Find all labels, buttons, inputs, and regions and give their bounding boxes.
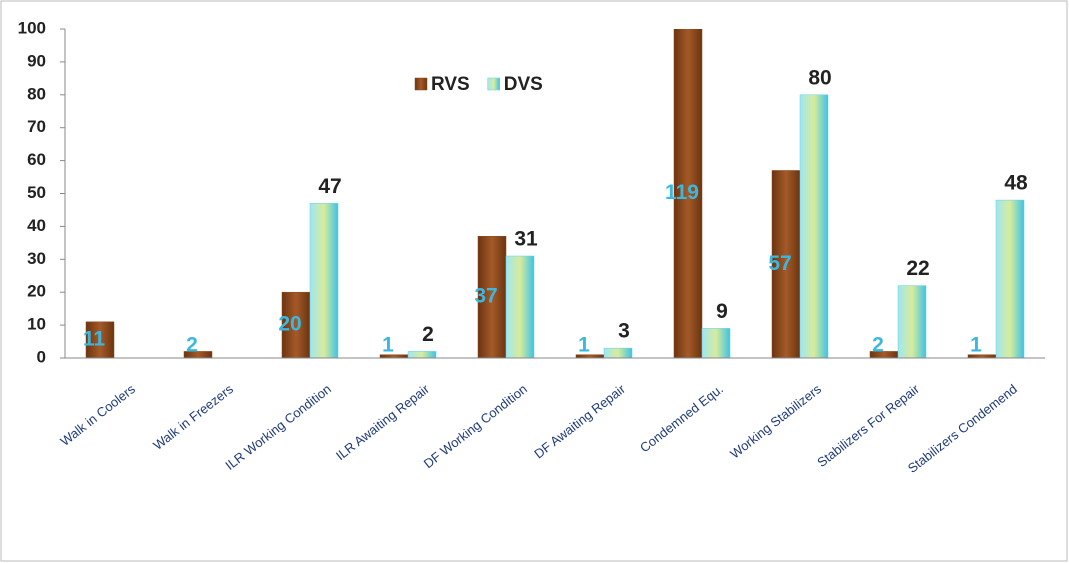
data-label: 80	[808, 66, 831, 89]
y-tick-label: 100	[18, 18, 46, 37]
data-label: 47	[318, 175, 341, 198]
x-tick-label: Stabilizers Condemend	[905, 381, 1020, 476]
data-label: 3	[618, 320, 630, 343]
data-label: 1	[382, 334, 394, 357]
data-label: 37	[474, 285, 497, 308]
x-tick-label: Condemned Equ.	[637, 381, 726, 455]
bar	[407, 351, 437, 359]
data-label: 20	[278, 313, 301, 336]
y-tick-label: 80	[27, 84, 46, 103]
bar	[995, 199, 1025, 359]
legend-swatch	[487, 77, 500, 91]
x-tick-label: ILR Awaiting Repair	[333, 381, 433, 463]
bar	[701, 328, 731, 359]
x-tick-label: ILR Working Condition	[222, 381, 334, 473]
y-tick-label: 60	[27, 150, 46, 169]
bar	[897, 285, 927, 359]
y-tick-label: 70	[27, 117, 46, 136]
y-tick-label: 90	[27, 51, 46, 70]
y-tick-label: 50	[27, 183, 46, 202]
y-tick-label: 20	[27, 282, 46, 301]
y-tick-label: 30	[27, 249, 46, 268]
bar	[799, 94, 829, 359]
bar	[309, 203, 339, 359]
x-tick-label: Walk in Coolers	[57, 381, 138, 449]
data-label: 1	[578, 334, 590, 357]
data-label: 1	[970, 334, 982, 357]
data-label: 2	[422, 323, 434, 346]
x-tick-label: Walk in Freezers	[150, 381, 236, 453]
bar	[505, 255, 535, 359]
y-tick-label: 40	[27, 216, 46, 235]
data-label: 31	[514, 228, 538, 251]
data-label: 9	[716, 300, 728, 323]
data-label: 2	[872, 334, 884, 357]
legend-swatch	[414, 77, 428, 91]
x-tick-label: Working Stabilizers	[727, 381, 824, 461]
bar	[603, 347, 633, 359]
legend-label: DVS	[504, 74, 543, 95]
y-tick-label: 10	[27, 315, 46, 334]
bar	[771, 170, 801, 359]
y-tick-label: 0	[37, 347, 46, 366]
x-tick-label: DF Working Condition	[421, 381, 530, 471]
x-tick-label: DF Awaiting Repair	[531, 381, 628, 462]
data-label: 57	[768, 252, 791, 275]
bar	[673, 29, 703, 359]
data-label: 22	[906, 257, 929, 280]
data-label: 48	[1004, 172, 1028, 195]
data-label: 2	[186, 334, 198, 357]
data-label: 11	[83, 327, 106, 350]
x-tick-label: Stabilizers For Repair	[814, 381, 922, 470]
data-label: 119	[665, 181, 699, 204]
legend-label: RVS	[431, 74, 470, 95]
plot-area	[85, 29, 1025, 359]
